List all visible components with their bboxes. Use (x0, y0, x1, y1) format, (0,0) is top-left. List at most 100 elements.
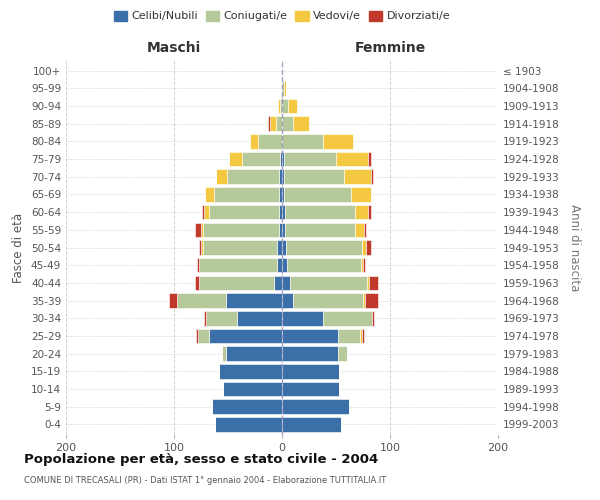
Bar (284, 187, 351, 202)
Bar (282, 258, 287, 272)
Bar (286, 240, 362, 255)
Bar (215, 417, 282, 432)
Bar (282, 276, 290, 290)
Bar (360, 328, 362, 343)
Bar (206, 311, 236, 326)
Bar (282, 222, 285, 237)
Bar (338, 328, 360, 343)
Bar (214, 187, 279, 202)
Bar (169, 294, 177, 308)
Bar (203, 240, 277, 255)
Text: Femmine: Femmine (355, 40, 425, 54)
Bar (223, 382, 282, 396)
Bar (198, 328, 209, 343)
Bar (274, 276, 282, 290)
Bar (355, 205, 368, 220)
Bar (282, 346, 338, 361)
Bar (201, 240, 203, 255)
Bar (212, 400, 282, 414)
Bar (284, 170, 344, 184)
Bar (242, 152, 280, 166)
Bar (370, 276, 378, 290)
Bar (282, 205, 285, 220)
Bar (282, 98, 289, 113)
Bar (364, 222, 366, 237)
Bar (371, 170, 373, 184)
Bar (362, 240, 366, 255)
Y-axis label: Anni di nascita: Anni di nascita (568, 204, 581, 291)
Bar (270, 116, 275, 131)
Bar (284, 81, 286, 96)
Bar (282, 152, 284, 166)
Bar (258, 134, 282, 148)
Text: Maschi: Maschi (147, 40, 201, 54)
Bar (203, 222, 279, 237)
Bar (282, 116, 293, 131)
Text: Popolazione per età, sesso e stato civile - 2004: Popolazione per età, sesso e stato civil… (24, 452, 378, 466)
Bar (366, 240, 371, 255)
Bar (216, 170, 227, 184)
Bar (227, 170, 279, 184)
Bar (289, 98, 297, 113)
Bar (199, 240, 201, 255)
Bar (196, 328, 198, 343)
Bar (282, 364, 339, 378)
Bar (229, 152, 242, 166)
Bar (282, 382, 339, 396)
Bar (368, 205, 371, 220)
Bar (209, 328, 282, 343)
Bar (282, 240, 286, 255)
Bar (368, 152, 371, 166)
Bar (371, 311, 374, 326)
Bar (363, 258, 365, 272)
Bar (282, 400, 349, 414)
Bar (282, 81, 284, 96)
Bar (279, 205, 282, 220)
Bar (204, 205, 209, 220)
Bar (199, 276, 274, 290)
Bar (363, 294, 365, 308)
Bar (287, 258, 361, 272)
Bar (323, 134, 353, 148)
Bar (344, 170, 371, 184)
Bar (204, 311, 206, 326)
Bar (277, 240, 282, 255)
Bar (194, 276, 199, 290)
Bar (177, 294, 226, 308)
Bar (282, 294, 293, 308)
Bar (226, 346, 282, 361)
Bar (336, 152, 368, 166)
Bar (201, 222, 203, 237)
Bar (282, 134, 323, 148)
Bar (194, 222, 201, 237)
Bar (268, 116, 270, 131)
Bar (278, 98, 280, 113)
Bar (284, 152, 336, 166)
Bar (236, 311, 282, 326)
Bar (197, 258, 199, 272)
Legend: Celibi/Nubili, Coniugati/e, Vedovi/e, Divorziati/e: Celibi/Nubili, Coniugati/e, Vedovi/e, Di… (114, 10, 450, 22)
Bar (280, 98, 282, 113)
Bar (361, 258, 363, 272)
Bar (290, 276, 367, 290)
Bar (293, 116, 309, 131)
Bar (285, 205, 355, 220)
Bar (282, 328, 338, 343)
Bar (282, 187, 284, 202)
Bar (279, 170, 282, 184)
Bar (280, 152, 282, 166)
Bar (285, 222, 355, 237)
Bar (282, 311, 323, 326)
Bar (209, 205, 279, 220)
Bar (277, 258, 282, 272)
Bar (202, 205, 204, 220)
Bar (323, 311, 371, 326)
Bar (226, 294, 282, 308)
Bar (365, 294, 378, 308)
Bar (221, 346, 226, 361)
Bar (367, 276, 370, 290)
Bar (351, 187, 371, 202)
Bar (279, 187, 282, 202)
Bar (293, 294, 363, 308)
Bar (199, 258, 277, 272)
